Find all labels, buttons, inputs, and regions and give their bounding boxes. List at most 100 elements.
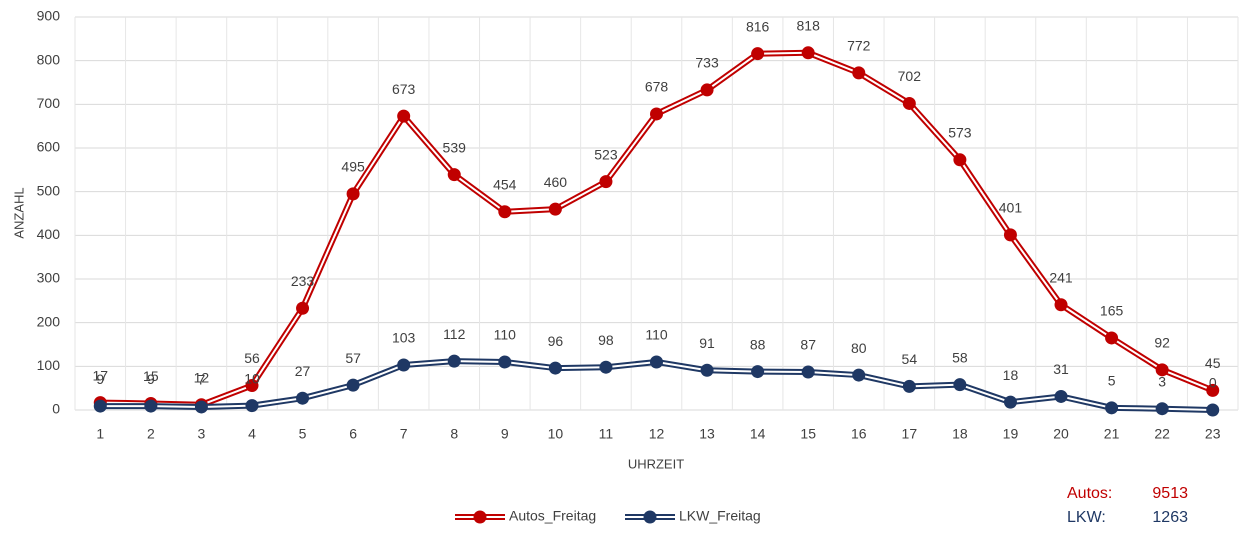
- x-tick-label: 2: [147, 426, 155, 442]
- x-tick-label: 16: [851, 426, 867, 442]
- marker: [1054, 298, 1068, 312]
- data-label: 772: [847, 38, 871, 54]
- x-tick-label: 10: [548, 426, 564, 442]
- marker: [1206, 383, 1220, 397]
- marker: [397, 358, 411, 372]
- data-label: 7: [198, 372, 206, 388]
- data-label: 673: [392, 81, 416, 97]
- marker: [1155, 402, 1169, 416]
- data-label: 91: [699, 335, 715, 351]
- y-tick-label: 400: [37, 226, 61, 242]
- x-tick-label: 6: [349, 426, 357, 442]
- y-tick-label: 100: [37, 357, 61, 373]
- x-tick-label: 13: [699, 426, 715, 442]
- legend-marker: [473, 510, 487, 524]
- data-label: 58: [952, 349, 968, 365]
- marker: [548, 361, 562, 375]
- marker: [902, 379, 916, 393]
- x-tick-label: 11: [599, 426, 614, 442]
- data-label: 5: [1108, 373, 1116, 389]
- data-label: 460: [544, 174, 568, 190]
- marker: [852, 66, 866, 80]
- marker: [902, 96, 916, 110]
- data-label: 539: [443, 139, 467, 155]
- marker: [548, 202, 562, 216]
- series-line-inner: [100, 51, 1214, 406]
- marker: [1105, 401, 1119, 415]
- marker: [1155, 363, 1169, 377]
- data-label: 0: [1209, 375, 1217, 391]
- marker: [953, 378, 967, 392]
- data-label: 18: [1003, 367, 1019, 383]
- data-label: 495: [341, 159, 365, 175]
- marker: [852, 368, 866, 382]
- marker: [1206, 403, 1220, 417]
- data-label: 678: [645, 79, 669, 95]
- y-tick-label: 600: [37, 139, 61, 155]
- x-tick-label: 17: [902, 426, 918, 442]
- marker: [801, 46, 815, 60]
- annotation-value: 9513: [1152, 485, 1188, 502]
- data-label: 573: [948, 124, 972, 140]
- marker: [194, 400, 208, 414]
- data-label: 165: [1100, 303, 1124, 319]
- x-tick-label: 15: [800, 426, 816, 442]
- marker: [498, 205, 512, 219]
- marker: [1003, 228, 1017, 242]
- data-label: 92: [1154, 335, 1170, 351]
- data-label: 818: [797, 18, 821, 34]
- marker: [953, 153, 967, 167]
- y-tick-label: 900: [37, 8, 61, 24]
- data-label: 56: [244, 350, 260, 366]
- marker: [700, 83, 714, 97]
- data-label: 31: [1053, 361, 1069, 377]
- data-label: 241: [1049, 269, 1073, 285]
- x-tick-label: 7: [400, 426, 408, 442]
- marker: [397, 109, 411, 123]
- marker: [346, 378, 360, 392]
- data-label: 12: [194, 369, 210, 385]
- y-tick-label: 0: [52, 401, 60, 417]
- y-axis-label: ANZAHL: [11, 187, 26, 238]
- marker: [1054, 389, 1068, 403]
- data-label: 816: [746, 18, 770, 34]
- data-label: 96: [548, 333, 564, 349]
- x-tick-label: 21: [1104, 426, 1120, 442]
- x-tick-label: 19: [1003, 426, 1019, 442]
- x-tick-label: 9: [501, 426, 509, 442]
- data-label: 110: [645, 327, 668, 343]
- data-label: 54: [902, 351, 918, 367]
- marker: [650, 107, 663, 121]
- data-label: 98: [598, 332, 614, 348]
- x-tick-label: 14: [750, 426, 766, 442]
- data-label: 733: [695, 55, 719, 71]
- marker: [599, 175, 613, 189]
- data-label: 112: [443, 326, 466, 342]
- data-label: 57: [345, 350, 361, 366]
- marker: [296, 301, 310, 315]
- data-label: 9: [96, 371, 104, 387]
- x-tick-label: 3: [198, 426, 206, 442]
- legend-label: Autos_Freitag: [509, 508, 596, 524]
- marker: [1105, 331, 1119, 345]
- data-label: 80: [851, 340, 867, 356]
- x-tick-label: 20: [1053, 426, 1069, 442]
- annotation-label: LKW:: [1067, 509, 1106, 526]
- marker: [700, 363, 714, 377]
- data-label: 27: [295, 363, 311, 379]
- marker: [1003, 395, 1017, 409]
- marker: [447, 168, 461, 182]
- data-label: 702: [898, 68, 922, 84]
- data-label: 15: [143, 368, 159, 384]
- y-tick-label: 700: [37, 95, 61, 111]
- data-label: 3: [1158, 373, 1166, 389]
- x-tick-label: 8: [450, 426, 458, 442]
- data-label: 88: [750, 336, 766, 352]
- marker: [447, 354, 461, 368]
- x-tick-label: 18: [952, 426, 968, 442]
- legend-label: LKW_Freitag: [679, 508, 761, 524]
- data-label: 454: [493, 176, 517, 192]
- marker: [144, 399, 158, 413]
- data-label: 233: [291, 273, 315, 289]
- data-label: 87: [800, 337, 816, 353]
